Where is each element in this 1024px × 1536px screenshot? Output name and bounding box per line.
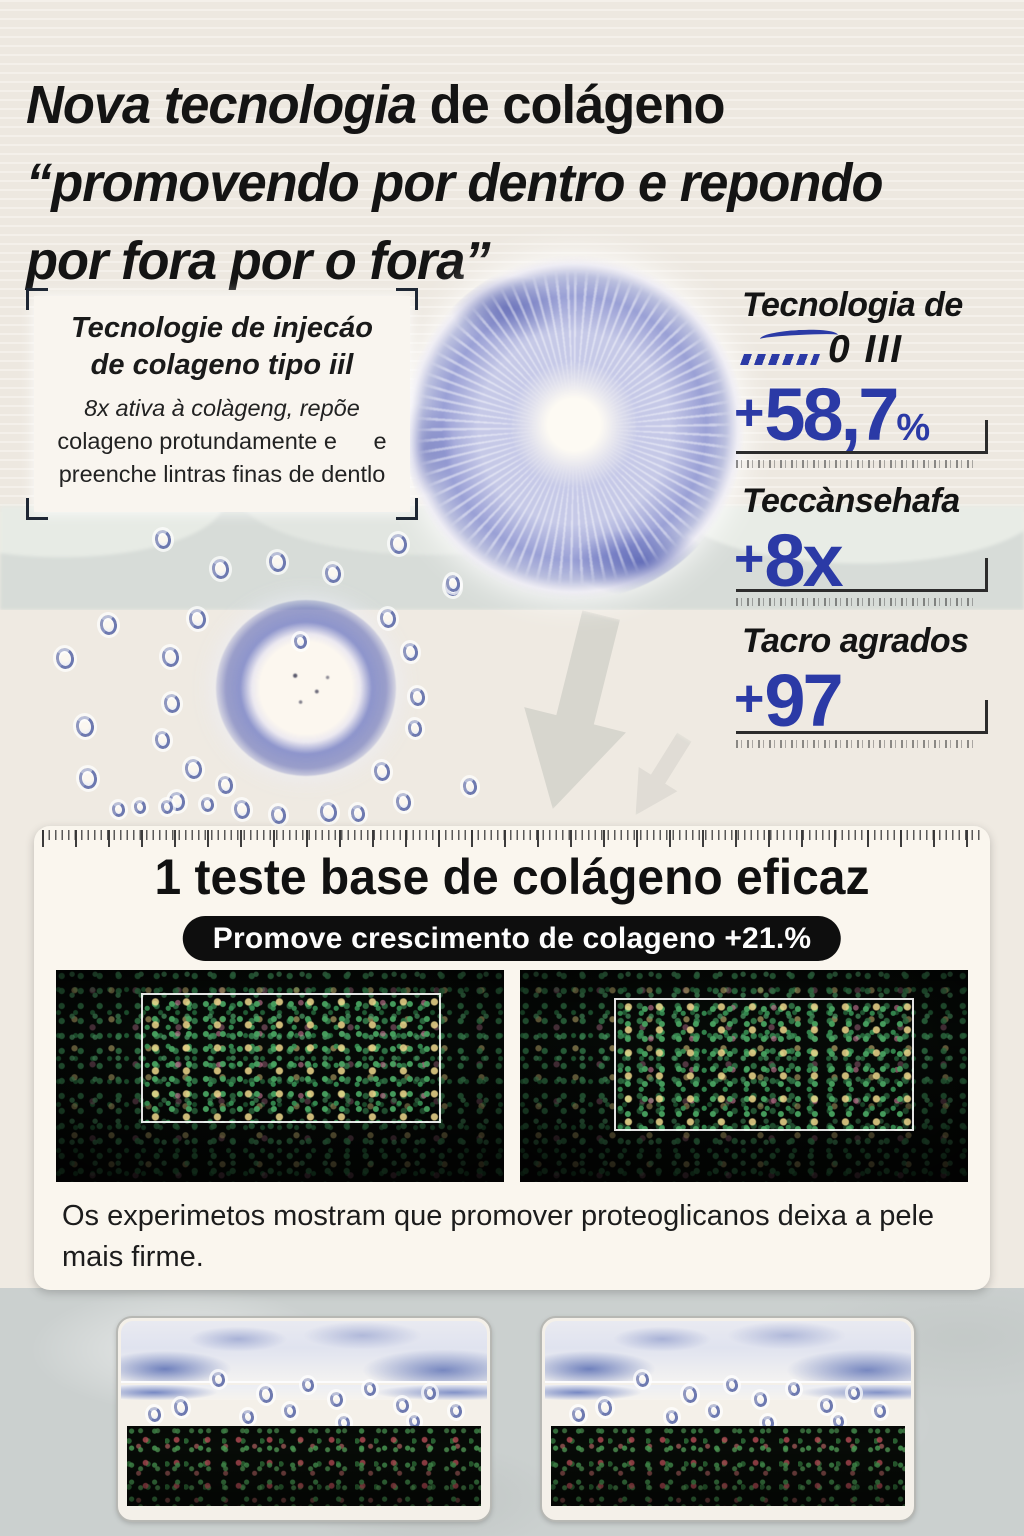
collagen-injection-info-box: Tecnologie de injecáo de colageno tipo i… — [26, 288, 418, 520]
collagen-bubble-icon — [300, 1377, 316, 1393]
stat-fineprint — [736, 460, 974, 468]
highlight-rectangle — [614, 997, 915, 1132]
stat-value: +97 — [734, 658, 844, 743]
stat-value: +8x — [734, 518, 844, 603]
corner-bracket-icon — [26, 288, 48, 310]
stat-number: 8x — [764, 519, 843, 602]
plus-sign: + — [734, 530, 765, 588]
sample-dermis-microscopy — [551, 1426, 905, 1506]
stat-number: 97 — [764, 659, 843, 742]
stat-underline-bracket — [736, 558, 988, 592]
sample-dermis-microscopy — [127, 1426, 481, 1506]
collagen-bubble-icon — [872, 1403, 888, 1419]
collagen-bubble-icon — [328, 1390, 344, 1408]
stat-label: Teccànsehafa — [742, 482, 960, 520]
corner-bracket-icon — [26, 498, 48, 520]
stat-satisfaction: Tacro agrados +97 — [728, 622, 1004, 748]
brand-logo-dashes-icon — [739, 354, 821, 365]
corner-bracket-icon — [396, 498, 418, 520]
brand-logo-row: 0 III — [739, 327, 992, 372]
brand-logo-swash-icon — [759, 327, 839, 347]
stat-fineprint — [736, 598, 974, 606]
headline-line1-italic: Nova tecnologia — [26, 75, 417, 136]
sample-serum-band — [545, 1385, 911, 1400]
info-box-body: 8x ativa à colàgeng, repõe colageno prot… — [34, 392, 410, 491]
info-box-title: Tecnologie de injecáo de colageno tipo i… — [34, 310, 410, 384]
collagen-bubble-icon — [282, 1403, 298, 1419]
ruler-ticks-icon — [42, 830, 982, 848]
collagen-bubble-icon — [146, 1405, 162, 1423]
microscopy-comparison-row — [56, 970, 968, 1182]
info-box-title-line2: de colageno tipo iil — [90, 349, 354, 381]
headline-line-1: Nova tecnologia de colágeno — [26, 66, 986, 144]
stat-label: Tacro agrados — [742, 622, 969, 660]
collagen-bubble-icon — [257, 1384, 275, 1405]
stat-underline-bracket — [736, 420, 988, 454]
stat-collagen-technology: Tecnologia de 0 III +58,7% — [728, 286, 1004, 470]
sample-bubbles-layer — [118, 1318, 490, 1431]
collagen-cell-orb-small — [216, 600, 396, 776]
microscopy-image-before — [56, 970, 504, 1182]
info-box-body-line2: colageno protundamente e e — [57, 428, 387, 454]
stat-underline-bracket — [736, 700, 988, 734]
stat-number: 58,7 — [764, 373, 899, 456]
stat-label: Tecnologia de — [742, 286, 963, 324]
collagen-bubble-icon — [210, 1370, 226, 1388]
skin-sample-card-1 — [116, 1316, 492, 1522]
info-box-title-line1: Tecnologie de injecáo — [71, 312, 373, 344]
collagen-bubble-icon — [240, 1409, 256, 1425]
collagen-bubble-icon — [362, 1381, 378, 1397]
collagen-bubble-icon — [172, 1397, 190, 1418]
corner-bracket-icon — [396, 288, 418, 310]
headline-line-2: “promovendo por dentro e repondo — [26, 153, 883, 214]
stat-sublabel: 0 III — [828, 328, 904, 371]
sample-serum-layer — [545, 1321, 911, 1383]
info-box-body-line1: 8x ativa à colàgeng, repõe — [84, 395, 360, 421]
collagen-bubble-icon — [681, 1384, 699, 1405]
collagen-bubble-icon — [786, 1381, 802, 1397]
highlight-rectangle — [141, 993, 442, 1123]
collagen-cell-orb-large — [404, 256, 744, 600]
test-panel-title: 1 teste base de colágeno eficaz — [154, 849, 870, 905]
test-panel-caption: Os experimetos mostram que promover prot… — [62, 1200, 935, 1273]
plus-sign: + — [734, 384, 765, 442]
headline-line1-regular: de colágeno — [416, 75, 726, 136]
stat-unit: % — [896, 407, 931, 449]
info-box-body-line3: preenche lintras finas de dentlo — [58, 461, 386, 487]
stat-fineprint — [736, 740, 974, 748]
collagen-bubble-icon — [818, 1396, 834, 1414]
collagen-bubble-icon — [706, 1403, 722, 1419]
growth-badge: Promove crescimento de colageno +21.% — [182, 916, 842, 961]
stat-value: +58,7% — [734, 372, 930, 457]
collagen-bubble-icon — [448, 1403, 464, 1419]
headline-line-3: por fora por o fora” — [26, 231, 491, 292]
skin-sample-card-2 — [540, 1316, 916, 1522]
collagen-bubble-icon — [664, 1409, 680, 1425]
collagen-bubble-icon — [846, 1385, 862, 1401]
collagen-bubble-icon — [394, 1396, 410, 1414]
page-title: Nova tecnologia de colágeno “promovendo … — [26, 66, 986, 300]
microscopy-image-after — [520, 970, 968, 1182]
collagen-bubble-icon — [634, 1370, 650, 1388]
sample-bubbles-layer — [542, 1318, 914, 1431]
plus-sign: + — [734, 670, 765, 728]
collagen-bubble-icon — [596, 1397, 614, 1418]
collagen-test-panel: 1 teste base de colágeno eficaz Promove … — [34, 826, 990, 1290]
stat-activation: Teccànsehafa +8x — [728, 482, 1004, 606]
collagen-bubble-icon — [724, 1377, 740, 1393]
collagen-bubble-icon — [570, 1405, 586, 1423]
collagen-bubble-icon — [752, 1390, 768, 1408]
sample-serum-band — [121, 1385, 487, 1400]
collagen-bubble-icon — [422, 1385, 438, 1401]
